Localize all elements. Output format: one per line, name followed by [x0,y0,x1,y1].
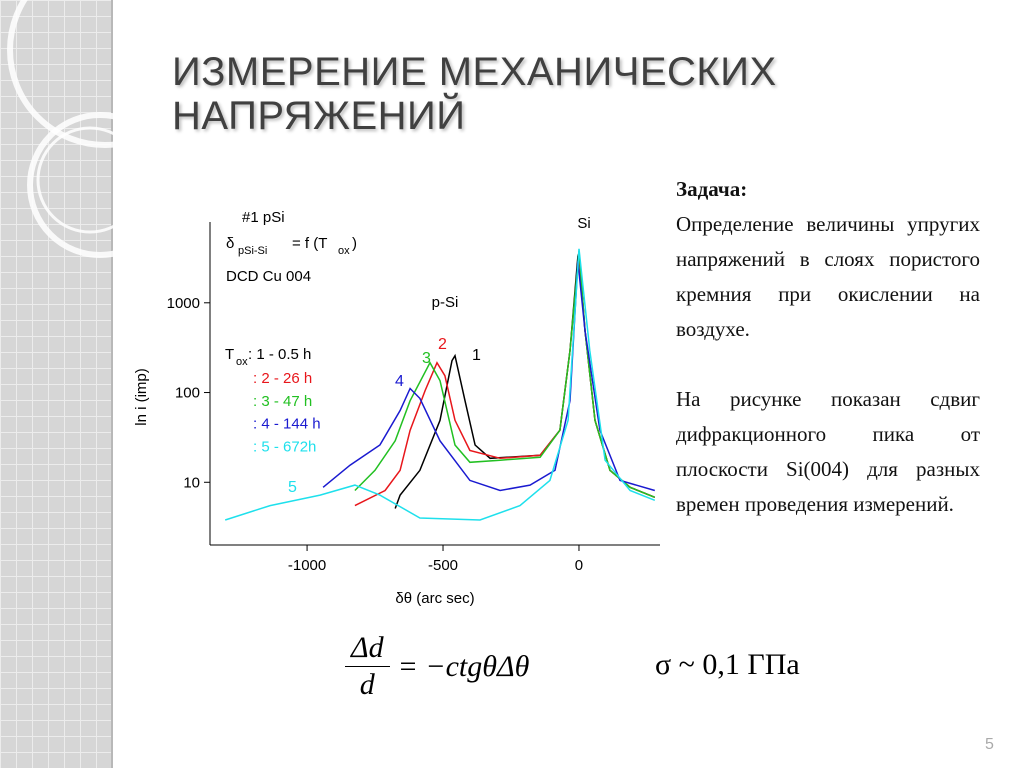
x-tick-label: 0 [575,557,583,574]
denominator: d [359,668,375,701]
title-line: ИЗМЕРЕНИЕ МЕХАНИЧЕСКИХ [172,50,777,94]
estimate: σ ~ 0,1 ГПа [655,648,800,681]
legend-label: : 2 - 26 h [253,370,312,387]
y-tick-label: 1000 [167,295,200,312]
formula: Δd d = −ctgθΔθ [345,630,529,703]
annotation: δ [226,235,234,252]
legend-label: : 5 - 672h [253,438,316,455]
formula-rhs: = −ctgθΔθ [397,649,530,683]
x-axis-label: δθ (arc sec) [395,590,474,607]
legend-label: : 4 - 144 h [253,416,321,433]
x-tick-label: -500 [428,557,458,574]
series-line [322,261,656,492]
annotation: Si [577,215,590,232]
page-number: 5 [985,736,994,753]
curve-label: 5 [288,479,297,496]
y-axis-label: ln i (imp) [133,368,150,426]
chart: 10 100 1000 -1000 -500 0 δθ (arc sec) ln i (imp… [133,209,660,607]
annotation: = f (T [292,235,327,252]
task-text: Определение величины упругих напряжений … [676,212,980,341]
y-tick-label: 100 [175,385,200,402]
title-line: НАПРЯЖЕНИЙ [172,94,466,138]
y-tick-label: 10 [183,474,200,491]
figure-text: На рисунке показан сдвиг дифракционного … [676,387,980,516]
annotation: DCD Cu 004 [226,268,311,285]
fraction: Δd d [345,630,390,703]
curve-label: 3 [422,350,431,367]
slide-title: ИЗМЕРЕНИЕ МЕХАНИЧЕСКИХ НАПРЯЖЕНИЙ [172,50,777,138]
legend-prefix: T [225,346,234,363]
text-block: Задача: Определение величины упругих нап… [676,172,980,522]
legend-label: : 3 - 47 h [253,393,312,410]
curve-label: 4 [395,373,404,390]
annotation: #1 pSi [242,209,285,226]
legend-prefix: ox [236,356,248,368]
annotation: ) [352,235,357,252]
decor-circle [36,126,144,234]
curve-label: 2 [438,336,447,353]
legend-label: : 1 - 0.5 h [248,346,311,363]
decor-circle [7,0,203,148]
decor-circle [27,112,173,258]
numerator: Δd [345,630,390,667]
curve-label: 1 [472,347,481,364]
x-tick-label: -1000 [288,557,326,574]
annotation: pSi-Si [238,245,267,257]
task-heading: Задача: [676,177,748,201]
annotation: p-Si [432,294,459,311]
series-line [224,248,656,521]
annotation: ox [338,245,350,257]
slide-graphics: 10 100 1000 -1000 -500 0 δθ (arc sec) ln i (imp… [0,0,660,768]
series-line [354,250,656,498]
